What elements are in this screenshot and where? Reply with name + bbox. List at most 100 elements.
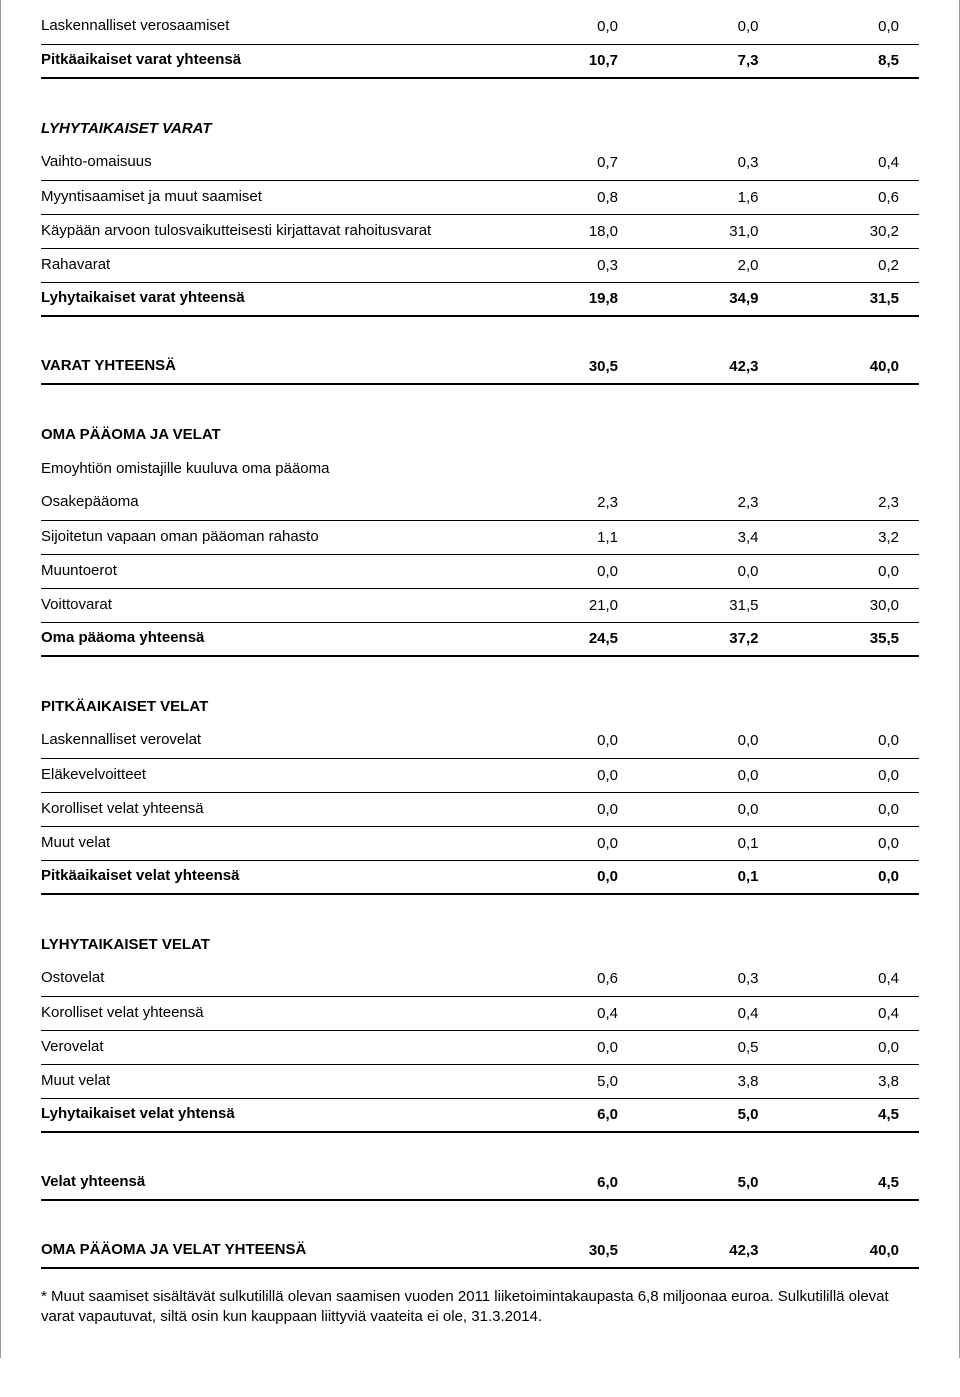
table-row: Muuntoerot0,00,00,0 xyxy=(41,554,919,588)
row-value: 31,0 xyxy=(638,214,778,248)
row-label: LYHYTAIKAISET VARAT xyxy=(41,112,498,146)
spacer-row xyxy=(41,1200,919,1234)
row-value: 2,3 xyxy=(779,486,920,520)
table-row: Pitkäaikaiset varat yhteensä10,77,38,5 xyxy=(41,44,919,78)
table-row: VARAT YHTEENSÄ30,542,340,0 xyxy=(41,350,919,384)
row-value: 3,8 xyxy=(638,1064,778,1098)
row-value xyxy=(498,112,638,146)
table-row: OMA PÄÄOMA JA VELAT YHTEENSÄ30,542,340,0 xyxy=(41,1234,919,1268)
row-value: 18,0 xyxy=(498,214,638,248)
section-header-row: OMA PÄÄOMA JA VELAT xyxy=(41,418,919,452)
row-label: Verovelat xyxy=(41,1030,498,1064)
spacer-row xyxy=(41,384,919,418)
row-value: 6,0 xyxy=(498,1098,638,1132)
row-value: 0,0 xyxy=(498,724,638,758)
row-value: 2,3 xyxy=(638,486,778,520)
row-value: 10,7 xyxy=(498,44,638,78)
row-label: Käypään arvoon tulosvaikutteisesti kirja… xyxy=(41,214,498,248)
row-value: 24,5 xyxy=(498,622,638,656)
footnote-text: * Muut saamiset sisältävät sulkutilillä … xyxy=(41,1287,919,1328)
row-label: Muuntoerot xyxy=(41,554,498,588)
row-label: Muut velat xyxy=(41,826,498,860)
row-value xyxy=(779,690,920,724)
row-label: Sijoitetun vapaan oman pääoman rahasto xyxy=(41,520,498,554)
row-label: LYHYTAIKAISET VELAT xyxy=(41,928,498,962)
row-label: Velat yhteensä xyxy=(41,1166,498,1200)
row-value: 0,0 xyxy=(498,792,638,826)
row-value: 0,1 xyxy=(638,826,778,860)
row-label: Lyhytaikaiset varat yhteensä xyxy=(41,282,498,316)
row-value: 30,5 xyxy=(498,350,638,384)
table-row: Velat yhteensä6,05,04,5 xyxy=(41,1166,919,1200)
table-row: Muut velat5,03,83,8 xyxy=(41,1064,919,1098)
row-label: Korolliset velat yhteensä xyxy=(41,792,498,826)
row-value: 40,0 xyxy=(779,350,920,384)
row-value xyxy=(779,112,920,146)
row-value xyxy=(638,418,778,452)
table-row: Eläkevelvoitteet0,00,00,0 xyxy=(41,758,919,792)
row-label: Laskennalliset verovelat xyxy=(41,724,498,758)
row-value xyxy=(638,112,778,146)
row-value: 0,0 xyxy=(498,860,638,894)
row-label: Korolliset velat yhteensä xyxy=(41,996,498,1030)
table-row: Pitkäaikaiset velat yhteensä0,00,10,0 xyxy=(41,860,919,894)
row-value: 0,0 xyxy=(498,554,638,588)
row-label: Pitkäaikaiset velat yhteensä xyxy=(41,860,498,894)
row-value xyxy=(498,928,638,962)
table-row: Muut velat0,00,10,0 xyxy=(41,826,919,860)
row-value: 0,4 xyxy=(779,146,920,180)
row-value xyxy=(779,452,920,486)
row-value xyxy=(638,690,778,724)
row-value: 0,0 xyxy=(779,826,920,860)
row-value: 0,0 xyxy=(638,758,778,792)
row-value xyxy=(638,452,778,486)
row-value xyxy=(498,690,638,724)
row-label: Osakepääoma xyxy=(41,486,498,520)
table-row: Korolliset velat yhteensä0,40,40,4 xyxy=(41,996,919,1030)
row-value: 0,1 xyxy=(638,860,778,894)
row-value: 0,0 xyxy=(779,10,920,44)
row-label: Pitkäaikaiset varat yhteensä xyxy=(41,44,498,78)
table-row: Oma pääoma yhteensä24,537,235,5 xyxy=(41,622,919,656)
row-value: 0,0 xyxy=(779,1030,920,1064)
row-value: 0,2 xyxy=(779,248,920,282)
row-value: 0,3 xyxy=(638,962,778,996)
row-value: 30,2 xyxy=(779,214,920,248)
row-value: 34,9 xyxy=(638,282,778,316)
row-label: Emoyhtiön omistajille kuuluva oma pääoma xyxy=(41,452,498,486)
table-row: Laskennalliset verosaamiset0,00,00,0 xyxy=(41,10,919,44)
row-value: 30,0 xyxy=(779,588,920,622)
row-value xyxy=(779,418,920,452)
row-value: 0,0 xyxy=(638,724,778,758)
section-header-row: LYHYTAIKAISET VELAT xyxy=(41,928,919,962)
table-row: Lyhytaikaiset velat yhtensä6,05,04,5 xyxy=(41,1098,919,1132)
row-label: Myyntisaamiset ja muut saamiset xyxy=(41,180,498,214)
row-value: 5,0 xyxy=(638,1098,778,1132)
spacer-row xyxy=(41,316,919,350)
row-value: 0,4 xyxy=(779,996,920,1030)
row-label: OMA PÄÄOMA JA VELAT YHTEENSÄ xyxy=(41,1234,498,1268)
table-row: Käypään arvoon tulosvaikutteisesti kirja… xyxy=(41,214,919,248)
row-value: 0,0 xyxy=(779,758,920,792)
row-value: 4,5 xyxy=(779,1098,920,1132)
row-label: Lyhytaikaiset velat yhtensä xyxy=(41,1098,498,1132)
table-row: Laskennalliset verovelat0,00,00,0 xyxy=(41,724,919,758)
row-value: 0,0 xyxy=(498,826,638,860)
row-value xyxy=(779,928,920,962)
row-label: PITKÄAIKAISET VELAT xyxy=(41,690,498,724)
row-value: 31,5 xyxy=(638,588,778,622)
table-row: Emoyhtiön omistajille kuuluva oma pääoma xyxy=(41,452,919,486)
table-row: Myyntisaamiset ja muut saamiset0,81,60,6 xyxy=(41,180,919,214)
row-value: 30,5 xyxy=(498,1234,638,1268)
row-value: 37,2 xyxy=(638,622,778,656)
table-row: Vaihto-omaisuus0,70,30,4 xyxy=(41,146,919,180)
row-value: 0,4 xyxy=(779,962,920,996)
row-value: 0,0 xyxy=(779,724,920,758)
row-value: 35,5 xyxy=(779,622,920,656)
row-value: 2,0 xyxy=(638,248,778,282)
row-value: 0,5 xyxy=(638,1030,778,1064)
spacer-row xyxy=(41,656,919,690)
table-row: Verovelat0,00,50,0 xyxy=(41,1030,919,1064)
row-value: 0,0 xyxy=(638,10,778,44)
row-value: 8,5 xyxy=(779,44,920,78)
